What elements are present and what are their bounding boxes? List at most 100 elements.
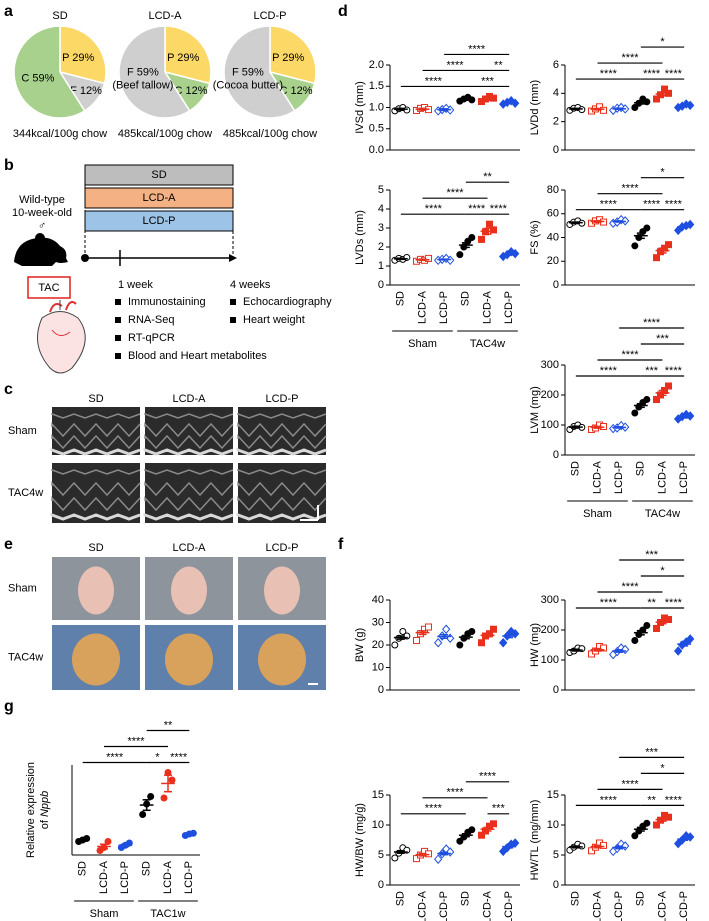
data-point [160, 794, 168, 802]
diet-label: LCD-P [142, 215, 175, 227]
y-tick-label: 2.0 [369, 59, 384, 71]
data-point [653, 821, 660, 829]
data-point [391, 641, 399, 649]
y-tick-label: 40 [547, 231, 559, 243]
echo-trace [144, 468, 234, 475]
column-label: LCD-A [172, 393, 206, 405]
y-axis-label-line: Relative expression [25, 762, 37, 858]
x-tick-label: SD [635, 891, 647, 906]
y-tick-label: 15 [372, 789, 384, 801]
x-tick-label: SD [141, 861, 153, 876]
vessel [49, 301, 77, 313]
readout: RNA-Seq [128, 314, 174, 326]
significance-label: *** [492, 803, 506, 815]
slice-label: P 29% [272, 52, 304, 64]
readout: Blood and Heart metabolites [128, 350, 267, 362]
significance-label: **** [600, 199, 618, 211]
pie-caption: 485kcal/100g chow [118, 128, 212, 140]
y-tick-label: 30 [372, 616, 384, 628]
x-tick-label: LCD-A [98, 860, 110, 894]
significance-label: * [660, 762, 665, 774]
tac-box [27, 276, 71, 299]
x-tick-label: LCD-P [503, 291, 515, 324]
x-tick-label: SD [570, 461, 582, 476]
data-point [478, 235, 485, 243]
y-tick-label: 80 [547, 184, 559, 196]
significance-label: **** [665, 794, 683, 806]
x-tick-label: SD [460, 891, 472, 906]
y-tick-label: 4 [378, 203, 384, 215]
echo-trace [51, 496, 141, 512]
column-label: SD [88, 542, 103, 554]
slice-label: F 12% [70, 85, 102, 97]
significance-label: **** [600, 365, 618, 377]
x-tick-label: LCD-P [678, 891, 690, 921]
echo-trace [237, 412, 327, 419]
y-tick-label: 60 [547, 208, 559, 220]
y-tick-label: 200 [541, 624, 559, 636]
significance-label: * [660, 565, 665, 577]
y-tick-label: 40 [372, 594, 384, 606]
panel-label: b [4, 157, 14, 174]
significance-label: *** [656, 333, 670, 345]
bullet [115, 335, 121, 341]
group-label: TAC4w [645, 508, 680, 520]
mouse-label: Wild-type [19, 194, 65, 206]
bullet [115, 317, 121, 323]
echo-trace [237, 434, 327, 450]
y-tick-label: 1 [378, 260, 384, 272]
y-axis-label: BW (g) [354, 628, 366, 662]
y-tick-label: 100 [541, 654, 559, 666]
significance-label: **** [490, 203, 508, 215]
significance-label: **** [621, 52, 639, 64]
pie-title: SD [52, 10, 67, 22]
data-point [499, 637, 508, 648]
y-axis-label: HW/TL (mg/mm) [529, 800, 541, 881]
slice-label: F 59% [127, 66, 159, 78]
y-tick-label: 1.5 [369, 80, 384, 92]
y-tick-label: 0.5 [369, 123, 384, 135]
heart [264, 566, 300, 615]
timepoint: 1 week [118, 279, 153, 291]
y-tick-label: 15 [547, 789, 559, 801]
study-design: SD LCD-A LCD-P Wild-type 10-week-old ♂ T… [12, 164, 271, 374]
significance-label: **** [446, 187, 464, 199]
echo-trace [237, 481, 327, 497]
y-tick-label: 10 [372, 819, 384, 831]
y-tick-label: 0 [378, 879, 384, 891]
echo-trace [237, 468, 327, 475]
significance-label: *** [645, 549, 659, 561]
significance-label: **** [479, 771, 497, 783]
y-tick-label: 300 [541, 594, 559, 606]
echo-trace [51, 468, 141, 475]
data-point [147, 793, 155, 800]
panel-label: d [338, 3, 348, 20]
significance-label: *** [645, 746, 659, 758]
panel-label: f [338, 536, 344, 553]
group-label: TAC1w [150, 908, 185, 920]
timeline-start [81, 254, 89, 262]
slice-sublabel: (Cocoa butter) [213, 79, 283, 91]
bullet [115, 299, 121, 305]
data-point [653, 396, 660, 403]
y-tick-label: 0 [553, 684, 559, 696]
significance-label: **** [665, 597, 683, 609]
echo-trace [50, 447, 141, 456]
data-point [425, 623, 432, 631]
tac-label: TAC [38, 282, 59, 294]
significance-label: **** [643, 199, 661, 211]
y-tick-label: 0.0 [369, 144, 384, 156]
column-label: SD [88, 393, 103, 405]
echo-trace [236, 512, 327, 521]
panel-label: e [4, 536, 13, 553]
significance-label: ** [647, 794, 656, 806]
data-point [643, 819, 651, 827]
significance-label: ** [647, 597, 656, 609]
data-point [478, 831, 485, 839]
diet-label: LCD-A [142, 192, 176, 204]
bullet [115, 353, 121, 359]
panel-label: a [4, 3, 13, 20]
echo-trace [51, 412, 141, 419]
y-tick-label: 0 [378, 684, 384, 696]
data-point [456, 251, 464, 259]
